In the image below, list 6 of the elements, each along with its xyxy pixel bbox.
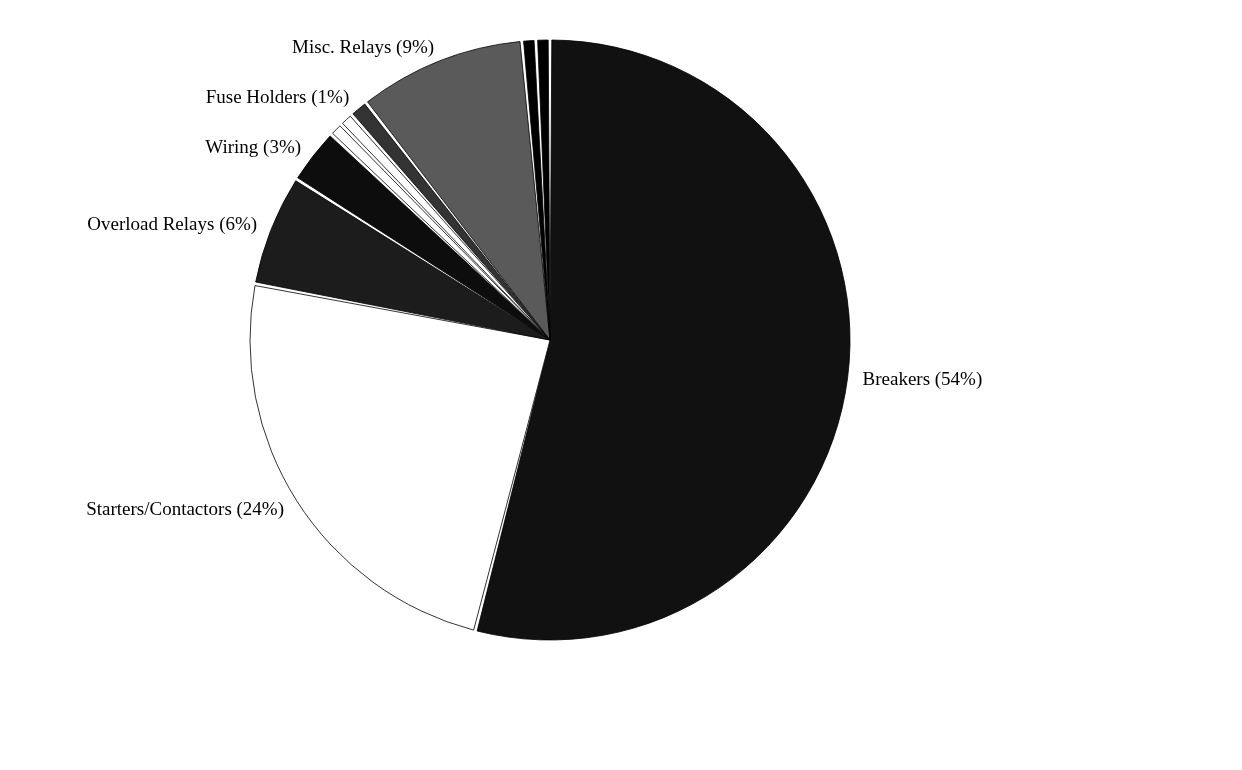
slice-label: Wiring (3%) — [205, 135, 302, 158]
slice-label: Breakers (54%) — [862, 368, 983, 391]
slice-label: Starters/Contactors (24%) — [86, 497, 285, 520]
slice-label: Misc. Relays (9%) — [292, 36, 435, 59]
slice-label: Fuse Holders (1%) — [205, 86, 350, 109]
slice-label: Overload Relays (6%) — [87, 213, 258, 236]
